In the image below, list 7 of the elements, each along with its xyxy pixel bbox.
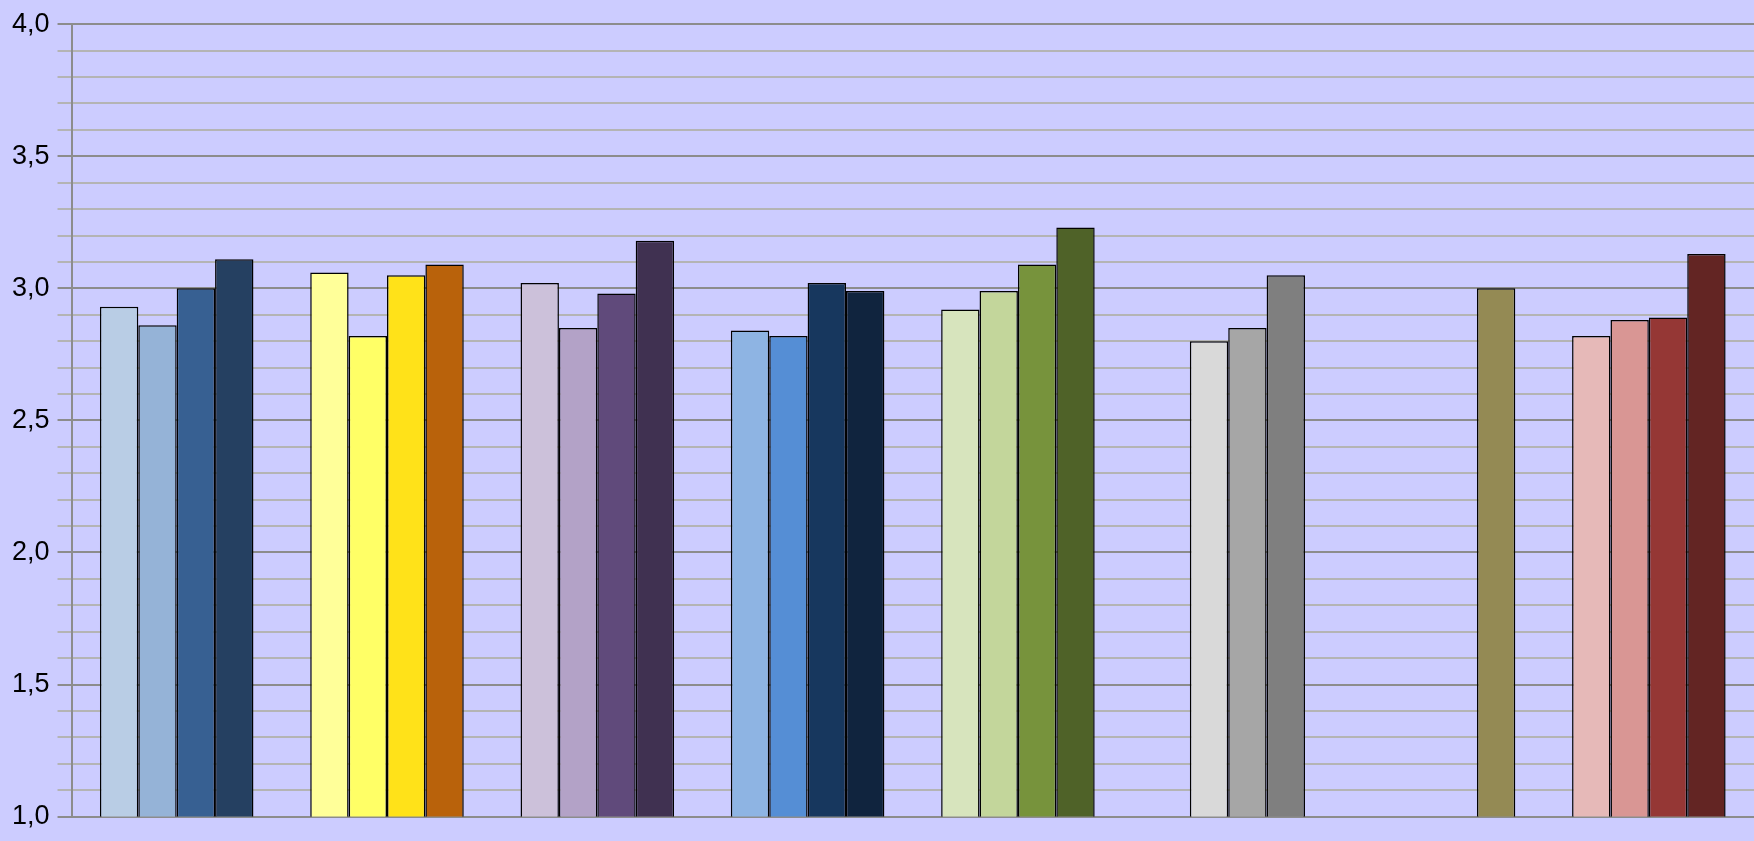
y-tick-label: 1,0 xyxy=(11,800,50,831)
y-tick-label: 2,5 xyxy=(11,403,50,434)
y-tick-label: 2,0 xyxy=(11,535,50,566)
y-tick-label: 3,5 xyxy=(11,139,50,170)
y-tick-label: 3,0 xyxy=(11,271,50,302)
y-tick-label: 4,0 xyxy=(11,7,50,38)
y-tick-label: 1,5 xyxy=(11,667,50,698)
